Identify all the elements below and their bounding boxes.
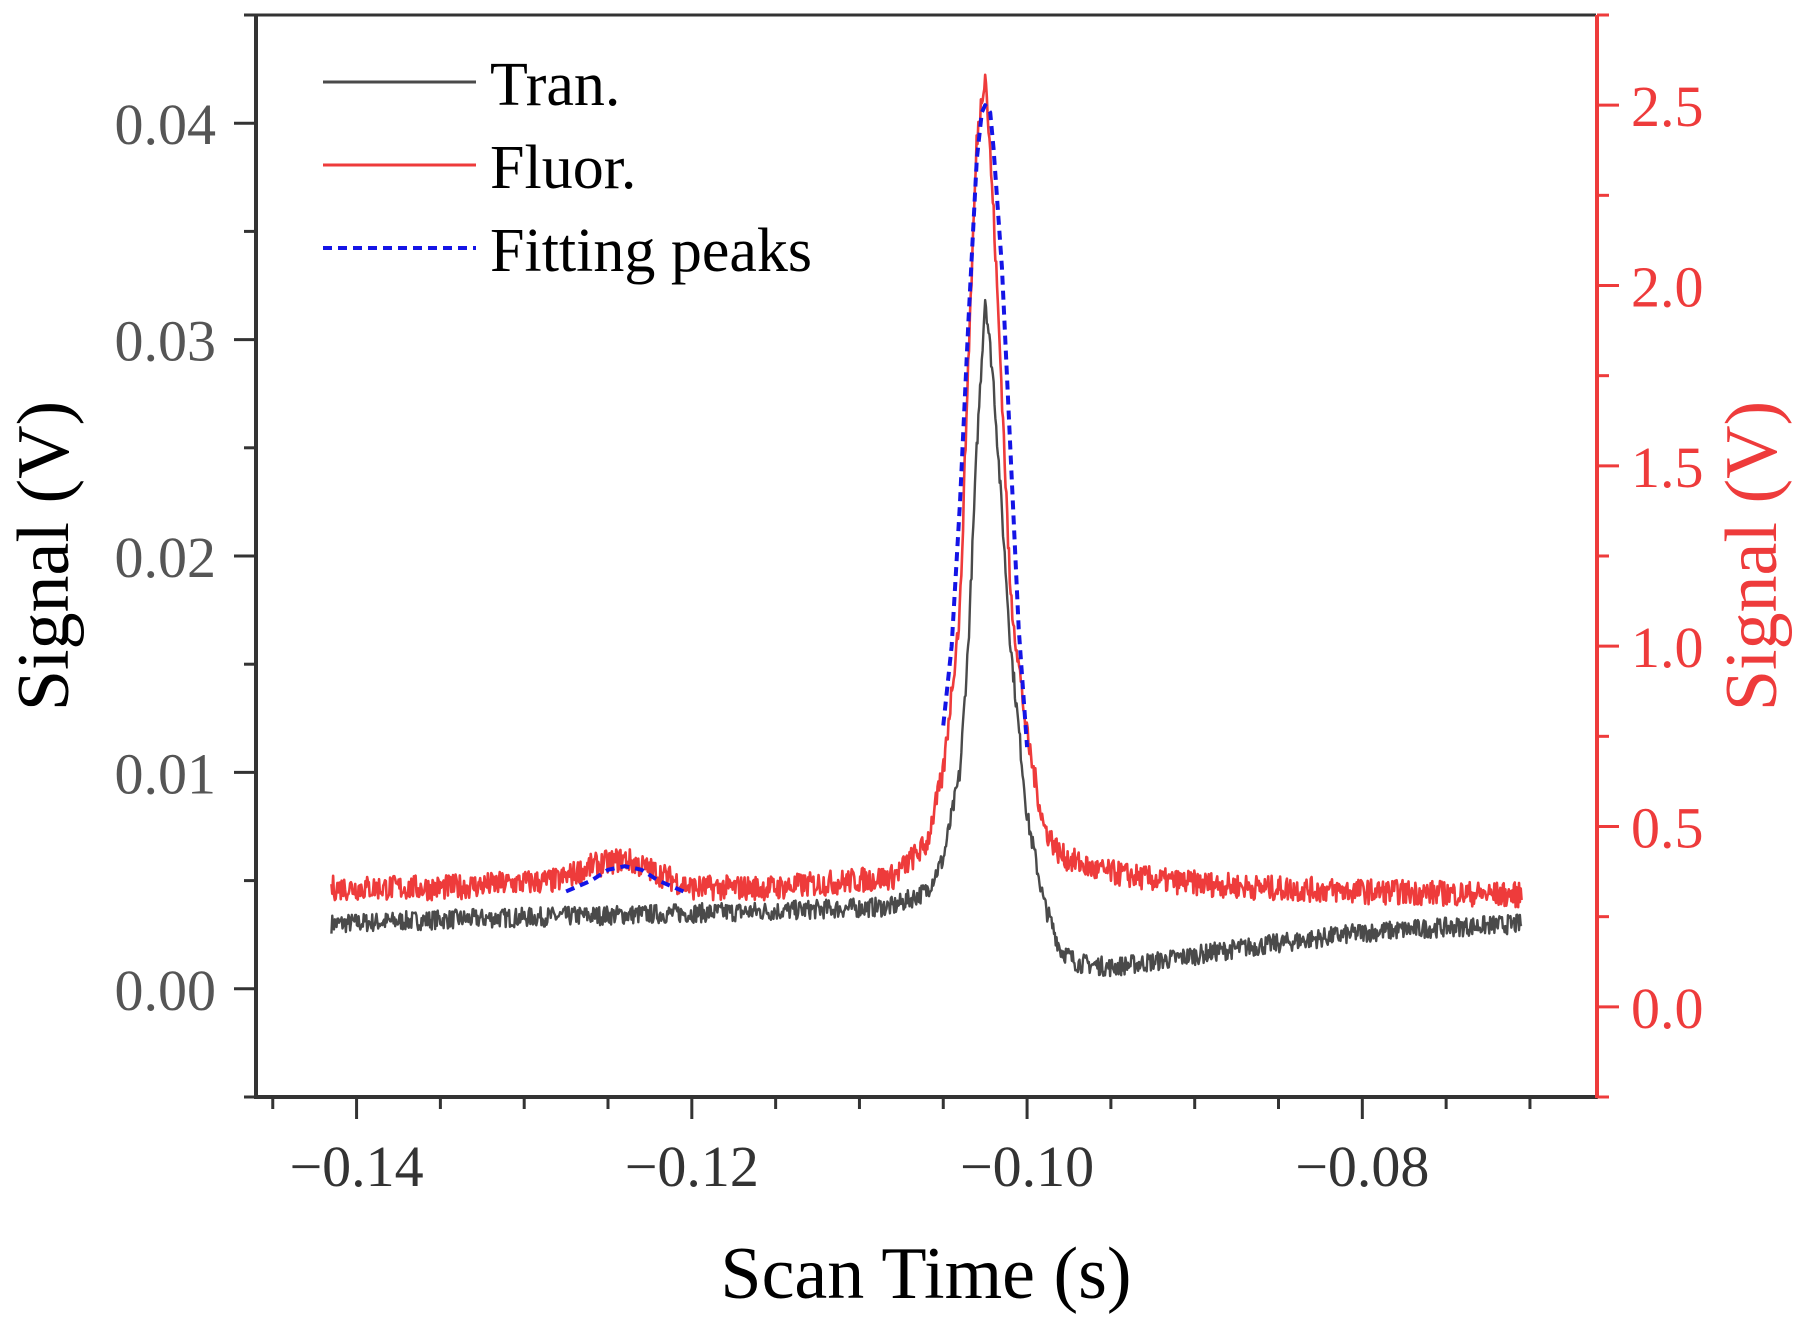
right-y-axis-ticks: 0.0 0.5 1.0 1.5 2.0 2.5 xyxy=(1597,13,1704,1099)
legend-label-fit: Fitting peaks xyxy=(490,217,812,285)
y-left-tick-label: 0.01 xyxy=(115,741,217,806)
series-line-fit-peak-1 xyxy=(565,864,685,894)
y-left-tick-label: 0.02 xyxy=(115,525,217,590)
y-right-tick-label: 2.5 xyxy=(1631,74,1704,139)
legend-label-tran: Tran. xyxy=(490,51,620,119)
y-left-tick-label: 0.04 xyxy=(115,92,217,157)
x-tick-label: −0.12 xyxy=(625,1134,759,1199)
y-left-tick-label: 0.00 xyxy=(115,958,217,1023)
y-right-tick-label: 0.5 xyxy=(1631,796,1704,861)
series-line-fit-peak-2 xyxy=(941,103,1030,748)
left-y-axis-title: Signal (V) xyxy=(3,401,85,711)
x-axis-ticks: −0.14 −0.12 −0.10 −0.08 xyxy=(271,1097,1532,1199)
y-right-tick-label: 0.0 xyxy=(1631,976,1704,1041)
x-tick-label: −0.10 xyxy=(960,1134,1094,1199)
y-right-tick-label: 1.5 xyxy=(1631,435,1704,500)
y-left-tick-label: 0.03 xyxy=(115,309,217,374)
left-y-axis-ticks: 0.00 0.01 0.02 0.03 0.04 xyxy=(115,13,256,1099)
y-right-tick-label: 1.0 xyxy=(1631,615,1704,680)
y-right-tick-label: 2.0 xyxy=(1631,255,1704,320)
x-axis-title: Scan Time (s) xyxy=(720,1233,1131,1315)
right-y-axis-title: Signal (V) xyxy=(1711,401,1793,711)
x-tick-label: −0.08 xyxy=(1295,1134,1429,1199)
legend-label-fluor: Fluor. xyxy=(490,134,636,202)
series-line-fluor xyxy=(330,73,1523,909)
legend: Tran. Fluor. Fitting peaks xyxy=(323,51,812,285)
series-layer xyxy=(330,73,1523,978)
x-tick-label: −0.14 xyxy=(289,1134,423,1199)
series-line-tran xyxy=(330,298,1523,978)
